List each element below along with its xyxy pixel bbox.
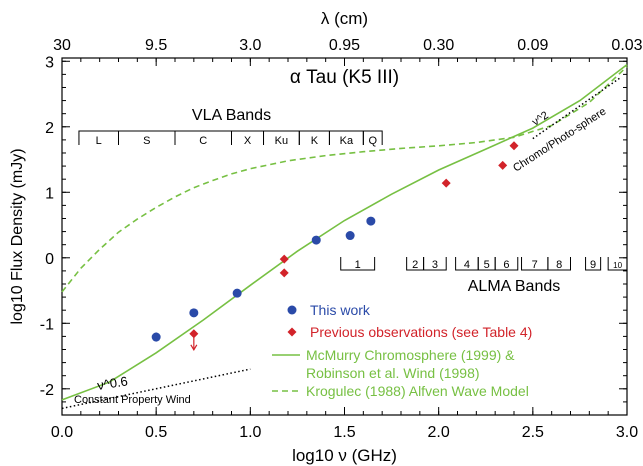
top-tick-label: 3.0 [239,37,261,54]
top-tick-label: 0.03 [611,37,642,54]
alma-band-label: 5 [484,259,490,271]
alma-band-label: 2 [412,259,418,271]
previous-observation-point [509,141,519,151]
vla-band-label: Q [368,135,377,147]
legend-label: McMurry Chromosphere (1999) & [306,347,515,363]
x-tick-label: 3.0 [616,424,638,441]
alma-band-bracket [547,257,571,271]
alma-band-label: 6 [503,259,509,271]
y-axis-title: log10 Flux Density (mJy) [9,148,26,324]
alma-bands-title: ALMA Bands [468,278,561,295]
previous-observation-point [441,178,451,188]
alma-band-label: 8 [556,259,562,271]
legend-label: Krogulec (1988) Alfven Wave Model [306,383,529,399]
x-tick-label: 2.5 [522,424,544,441]
upper-limit-arrowhead [190,344,198,351]
alma-band-label: 7 [532,259,538,271]
alma-band-label: 10 [613,261,622,270]
y-tick-label: -2 [40,382,54,399]
alma-band-label: 9 [590,259,596,271]
top-tick-label: 9.5 [145,37,167,54]
vla-band-label: X [244,135,252,147]
alma-band-bracket [585,257,602,271]
alma-band-label: 3 [432,259,438,271]
vla-band-label: Ku [275,135,288,147]
this-work-point [366,216,376,226]
this-work-point [311,235,321,245]
previous-observation-point [498,160,508,170]
legend-label: Previous observations (see Table 4) [310,324,532,340]
vla-band-label: L [96,135,102,147]
previous-observation-point [279,254,289,264]
vla-band-label: C [199,135,207,147]
x-tick-label: 2.0 [428,424,450,441]
vla-band-bracket [362,130,383,145]
x-tick-label: 0.0 [51,424,73,441]
photosphere-slope-label: ν^2 [530,109,551,128]
previous-observation-point [189,329,199,339]
wind-slope-label: ν^0.6 [96,373,129,393]
this-work-point [232,288,242,298]
top-tick-label: 0.30 [423,37,454,54]
this-work-point [345,231,355,241]
y-tick-label: -1 [40,316,54,333]
x-tick-label: 1.0 [239,424,261,441]
this-work-point [151,332,161,342]
top-axis-title: λ (cm) [321,9,368,28]
y-tick-label: 1 [45,185,54,202]
alfven-wave-model-curve [61,65,628,293]
legend-marker-previous [287,327,297,337]
wind-name-label: Constant Property Wind [74,394,191,406]
alma-band-bracket [607,257,628,271]
chart-title: α Tau (K5 III) [290,67,399,88]
y-tick-label: 0 [45,251,54,268]
x-axis-title: log10 ν (GHz) [292,446,397,465]
alma-band-label: 1 [355,259,361,271]
vla-band-label: Ka [340,135,354,147]
previous-observation-point [279,268,289,278]
photosphere-name-label: Chromo/Photo-sphere [511,106,608,175]
top-tick-label: 0.95 [329,37,360,54]
legend-marker-this-work [287,305,297,315]
top-tick-label: 0.09 [517,37,548,54]
chromosphere-model-curve [61,63,628,401]
vla-bands-title: VLA Bands [192,107,271,124]
legend-label: This work [310,302,371,318]
legend-label-continued: Robinson et al. Wind (1998) [306,365,480,381]
wind-power-law-line [61,368,251,410]
alma-band-bracket [494,257,519,271]
x-tick-label: 1.5 [333,424,355,441]
this-work-point [189,308,199,318]
vla-band-label: S [143,135,150,147]
alma-band-label: 4 [464,259,470,271]
top-tick-label: 30 [53,37,71,54]
alma-band-bracket [423,257,447,271]
y-tick-label: 2 [45,120,54,137]
x-tick-label: 0.5 [145,424,167,441]
alma-band-bracket [340,257,376,271]
y-tick-label: 3 [45,54,54,71]
vla-band-label: K [311,135,319,147]
